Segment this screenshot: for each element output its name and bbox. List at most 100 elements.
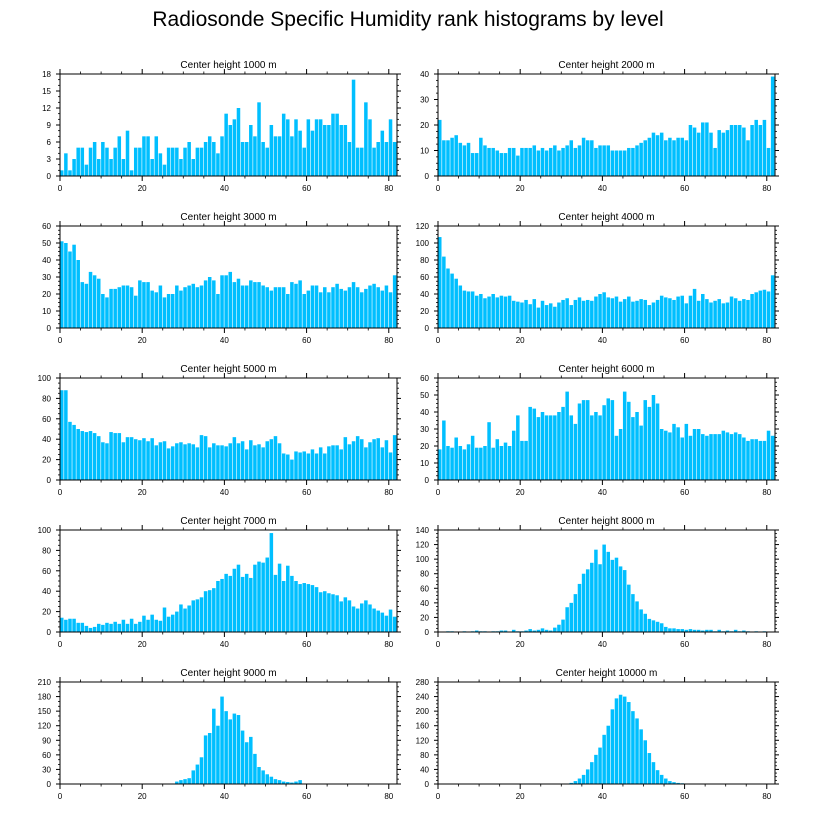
histogram-bar [310, 285, 315, 328]
histogram-bar [479, 447, 483, 480]
histogram-bar [265, 557, 269, 632]
y-tick-label: 10 [420, 147, 429, 156]
histogram-bar [762, 119, 767, 176]
histogram-bar [364, 102, 368, 176]
histogram-bar [561, 299, 565, 328]
histogram-bar [175, 611, 179, 632]
histogram-bar [212, 280, 216, 328]
y-tick-label: 240 [416, 693, 430, 702]
histogram-bar [310, 585, 315, 632]
histogram-bar [684, 629, 689, 632]
histogram-bar [384, 285, 389, 328]
histogram-bar [746, 299, 750, 328]
y-tick-label: 10 [42, 307, 51, 316]
histogram-bar [125, 130, 130, 176]
histogram-bar [150, 290, 154, 328]
histogram-bar [770, 435, 775, 480]
histogram-bar [701, 630, 705, 632]
histogram-bar [343, 290, 348, 328]
histogram-bar [323, 125, 327, 176]
histogram-bar [166, 147, 171, 176]
x-tick-label: 60 [302, 336, 311, 345]
histogram-bar [199, 757, 204, 784]
y-tick-label: 3 [47, 155, 52, 164]
histogram-bar [376, 610, 380, 632]
histogram-bar [651, 132, 656, 176]
histogram-bar [298, 280, 302, 328]
histogram-bar [643, 400, 647, 480]
histogram-bar [680, 629, 684, 632]
histogram-bar [548, 415, 553, 480]
histogram-bar [495, 150, 500, 176]
x-tick-label: 40 [598, 640, 607, 649]
histogram-bar [265, 441, 269, 480]
x-tick-label: 40 [220, 184, 229, 193]
histogram-bar [269, 439, 274, 480]
histogram-bar [635, 300, 639, 328]
histogram-bar [146, 136, 150, 176]
x-tick-label: 0 [58, 336, 63, 345]
histogram-bar [565, 607, 569, 632]
histogram-bar [639, 299, 643, 328]
histogram-bar [195, 447, 200, 480]
histogram-bar [273, 287, 278, 328]
x-tick-label: 80 [762, 640, 771, 649]
histogram-bar [96, 436, 101, 480]
histogram-bar [577, 403, 582, 480]
histogram-bar [635, 145, 639, 176]
histogram-bar [360, 439, 364, 480]
histogram-bar [577, 583, 582, 632]
histogram-bar [88, 271, 93, 328]
histogram-bar [528, 147, 532, 176]
histogram-bar [294, 781, 298, 784]
histogram-bar [351, 282, 356, 328]
x-tick-label: 40 [220, 792, 229, 801]
histogram-bar [261, 770, 265, 784]
histogram-bar [647, 753, 652, 784]
histogram-bar [770, 275, 775, 328]
histogram-bar [733, 432, 738, 480]
histogram-bar [450, 137, 454, 176]
histogram-bar [117, 287, 122, 328]
histogram-bar [647, 406, 652, 480]
x-tick-label: 20 [138, 640, 147, 649]
x-tick-label: 80 [384, 336, 393, 345]
histogram-bar [647, 137, 652, 176]
panel-title: Center height 4000 m [558, 212, 654, 223]
x-tick-label: 80 [762, 336, 771, 345]
histogram-bar [253, 282, 257, 328]
histogram-bar [113, 621, 117, 632]
histogram-bar [298, 452, 302, 480]
y-tick-label: 100 [416, 555, 430, 564]
histogram-bar [96, 278, 101, 328]
y-tick-label: 40 [42, 435, 51, 444]
x-tick-label: 60 [302, 640, 311, 649]
y-tick-label: 30 [420, 425, 429, 434]
histogram-bar [372, 608, 376, 632]
histogram-bar [380, 447, 385, 480]
histogram-bar [659, 429, 664, 480]
histogram-bar [581, 300, 586, 328]
histogram-bar [372, 283, 376, 328]
histogram-bar [610, 298, 615, 328]
histogram-bar [232, 282, 237, 328]
y-tick-label: 0 [47, 172, 52, 181]
histogram-bar [524, 147, 528, 176]
x-tick-label: 20 [138, 336, 147, 345]
histogram-bar [581, 137, 586, 176]
histogram-bar [72, 244, 76, 328]
histogram-bar [717, 434, 721, 480]
histogram-bar [68, 618, 72, 632]
histogram-bar [668, 432, 672, 480]
histogram-bar [166, 294, 171, 328]
y-tick-label: 200 [416, 707, 430, 716]
histogram-bar [758, 290, 763, 328]
histogram-bar [355, 287, 360, 328]
histogram-bar [627, 584, 631, 632]
histogram-bar [60, 390, 64, 480]
histogram-bar [228, 443, 233, 480]
histogram-bar [277, 136, 282, 176]
histogram-bar [540, 628, 545, 632]
histogram-bar [294, 451, 298, 480]
histogram-bar [179, 442, 183, 480]
